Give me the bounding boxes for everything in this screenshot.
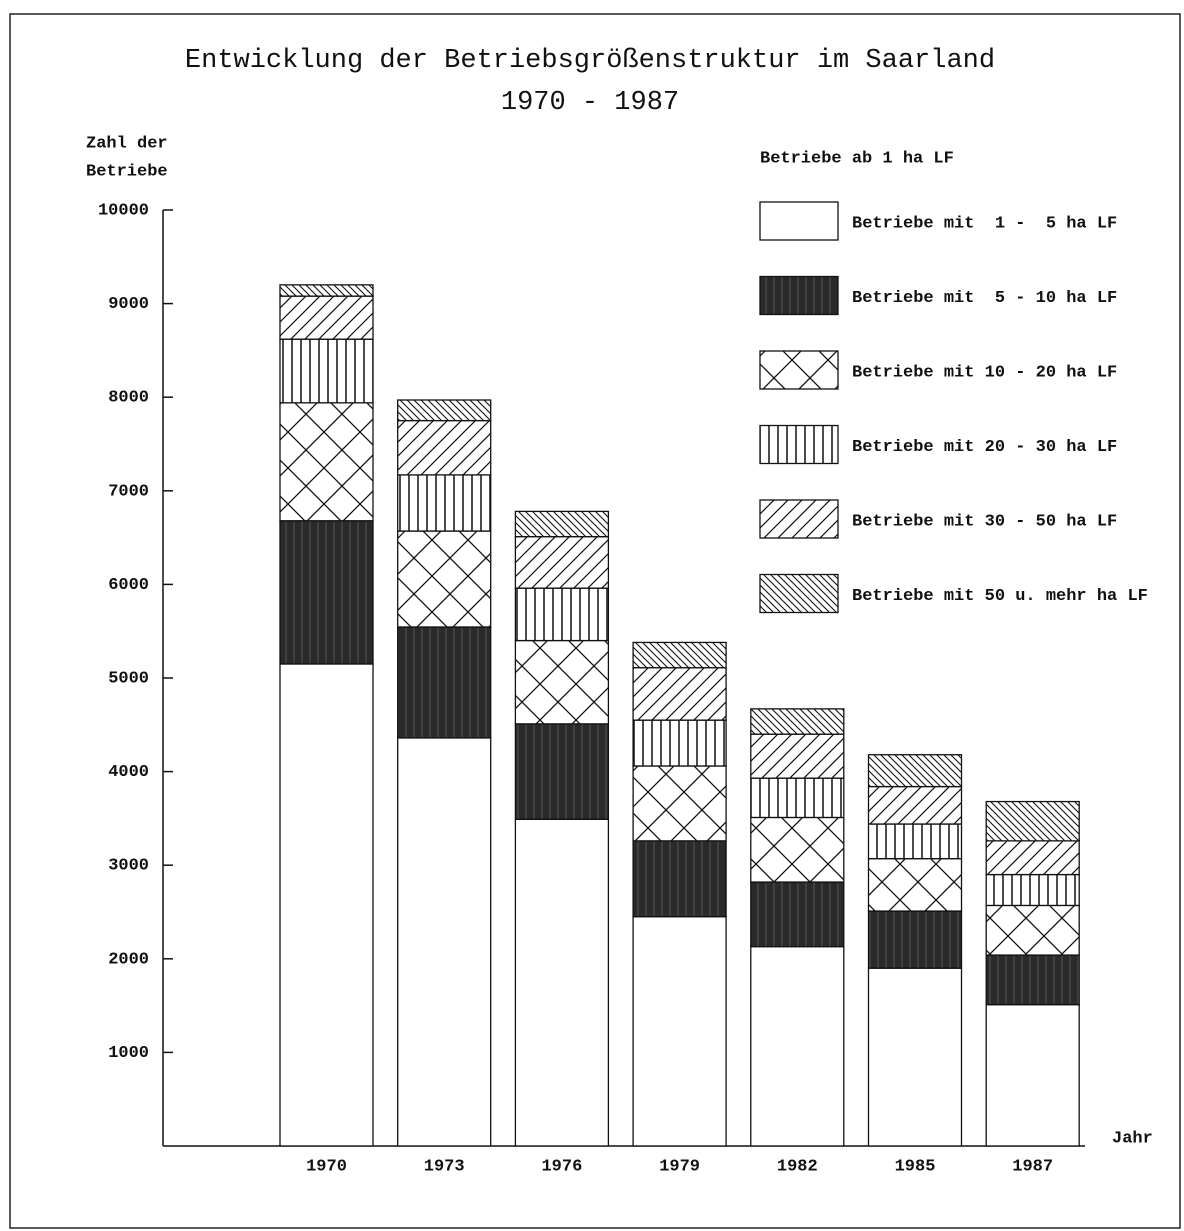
bar-segment <box>279 402 374 522</box>
bar-segment <box>514 818 610 1147</box>
bar-segment <box>985 840 1080 876</box>
bar-segment <box>279 295 374 340</box>
bar-segment <box>632 916 727 1147</box>
x-tick-label: 1985 <box>895 1157 936 1176</box>
legend-swatch <box>759 573 839 614</box>
x-axis-label: Jahr <box>1112 1129 1153 1148</box>
bar-segment <box>750 733 845 779</box>
x-tick-label: 1976 <box>541 1157 582 1176</box>
legend-label: Betriebe mit 50 u. mehr ha LF <box>852 587 1148 606</box>
bar-segment <box>750 816 845 883</box>
bar-segment <box>397 419 492 476</box>
bar-segment <box>279 338 374 404</box>
bar-segment <box>867 910 963 969</box>
legend-swatch <box>759 499 839 539</box>
y-tick-label: 10000 <box>98 201 149 220</box>
legend-swatch <box>759 424 839 465</box>
x-tick-label: 1970 <box>306 1157 347 1176</box>
bar-segment <box>514 639 610 725</box>
bar-segment <box>750 881 845 948</box>
legend-label: Betriebe mit 30 - 50 ha LF <box>852 512 1117 531</box>
bar-segment <box>632 641 727 669</box>
x-tick-label: 1982 <box>777 1157 818 1176</box>
y-tick-label: 6000 <box>108 576 149 595</box>
bar-segment <box>279 284 374 297</box>
bar-segment <box>985 873 1080 907</box>
bar-segment <box>279 663 374 1147</box>
bar-segment <box>632 719 727 767</box>
bar-segment <box>985 954 1080 1006</box>
bar-segment <box>397 474 492 532</box>
x-tick-label: 1973 <box>424 1157 465 1176</box>
bar-segment <box>632 667 727 721</box>
legend-swatch <box>759 275 839 316</box>
legend-label: Betriebe mit 10 - 20 ha LF <box>852 363 1117 382</box>
y-tick-label: 5000 <box>108 669 149 688</box>
bar-segment <box>867 754 963 788</box>
y-tick-label: 8000 <box>108 389 149 408</box>
x-tick-label: 1979 <box>659 1157 700 1176</box>
bar-segment <box>514 723 610 820</box>
bar-segment <box>632 765 727 842</box>
x-tick-label: 1987 <box>1012 1157 1053 1176</box>
bar-segment <box>985 904 1080 956</box>
bar-segment <box>397 737 492 1147</box>
y-tick-label: 9000 <box>108 295 149 314</box>
chart-subtitle: 1970 - 1987 <box>501 88 679 118</box>
bar-segment <box>867 967 963 1147</box>
bar-segment <box>632 840 727 918</box>
bar-segment <box>985 800 1080 842</box>
y-axis-label: Zahl der <box>86 134 168 153</box>
bar-segment <box>867 857 963 912</box>
bar-segment <box>985 1004 1080 1147</box>
y-tick-label: 7000 <box>108 482 149 501</box>
bar-segment <box>279 520 374 665</box>
bar-segment <box>397 399 492 422</box>
bar-segment <box>514 536 610 589</box>
bar-segment <box>867 823 963 860</box>
bar-segment <box>397 530 492 628</box>
legend-label: Betriebe mit 20 - 30 ha LF <box>852 438 1117 457</box>
y-tick-label: 4000 <box>108 763 149 782</box>
bar-segment <box>397 626 492 739</box>
bar-segment <box>750 945 845 1147</box>
bar-segment <box>750 777 845 819</box>
legend-label: Betriebe mit 1 - 5 ha LF <box>852 214 1117 233</box>
chart-title: Entwicklung der Betriebsgrößenstruktur i… <box>185 46 995 76</box>
y-tick-label: 2000 <box>108 950 149 969</box>
bar-segment <box>514 587 610 642</box>
y-tick-label: 1000 <box>108 1044 149 1063</box>
bar-segment <box>514 510 610 538</box>
legend-label: Betriebe mit 5 - 10 ha LF <box>852 289 1117 308</box>
y-tick-label: 3000 <box>108 857 149 876</box>
frame <box>9 13 1181 1229</box>
y-axis-label: Betriebe <box>86 162 168 181</box>
bar-segment <box>867 785 963 825</box>
bar-segment <box>750 708 845 735</box>
legend-title: Betriebe ab 1 ha LF <box>760 149 954 168</box>
legend-swatch <box>759 350 839 390</box>
legend-swatch <box>759 201 839 241</box>
